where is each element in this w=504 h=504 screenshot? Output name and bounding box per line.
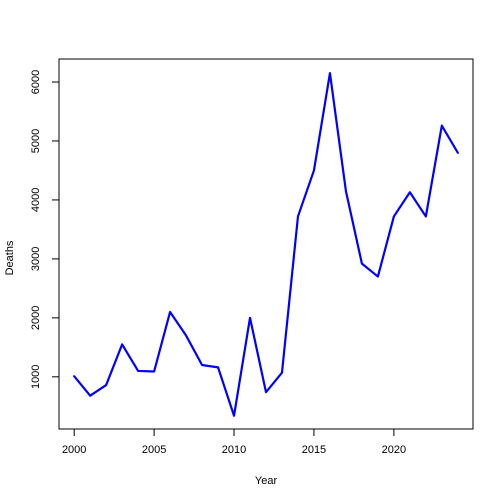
y-tick-label: 1000 bbox=[30, 365, 42, 389]
y-tick-label: 5000 bbox=[30, 129, 42, 153]
y-tick-label: 6000 bbox=[30, 70, 42, 94]
y-axis: 1000 2000 3000 4000 5000 6000 bbox=[30, 70, 60, 389]
y-tick-label: 3000 bbox=[30, 247, 42, 271]
x-tick-label: 2005 bbox=[142, 444, 166, 456]
x-tick-label: 2020 bbox=[382, 444, 406, 456]
plot-area bbox=[58, 58, 474, 430]
y-tick-label: 2000 bbox=[30, 306, 42, 330]
y-axis-label: Deaths bbox=[4, 240, 16, 275]
x-tick-label: 2010 bbox=[222, 444, 246, 456]
plot-frame bbox=[58, 58, 474, 430]
x-axis: 2000 2005 2010 2015 2020 bbox=[62, 428, 406, 456]
y-tick-label: 4000 bbox=[30, 188, 42, 212]
x-tick-label: 2000 bbox=[62, 444, 86, 456]
x-tick-label: 2015 bbox=[302, 444, 326, 456]
x-axis-label: Year bbox=[255, 475, 278, 487]
series-layer bbox=[73, 72, 459, 417]
series-line bbox=[73, 72, 459, 417]
